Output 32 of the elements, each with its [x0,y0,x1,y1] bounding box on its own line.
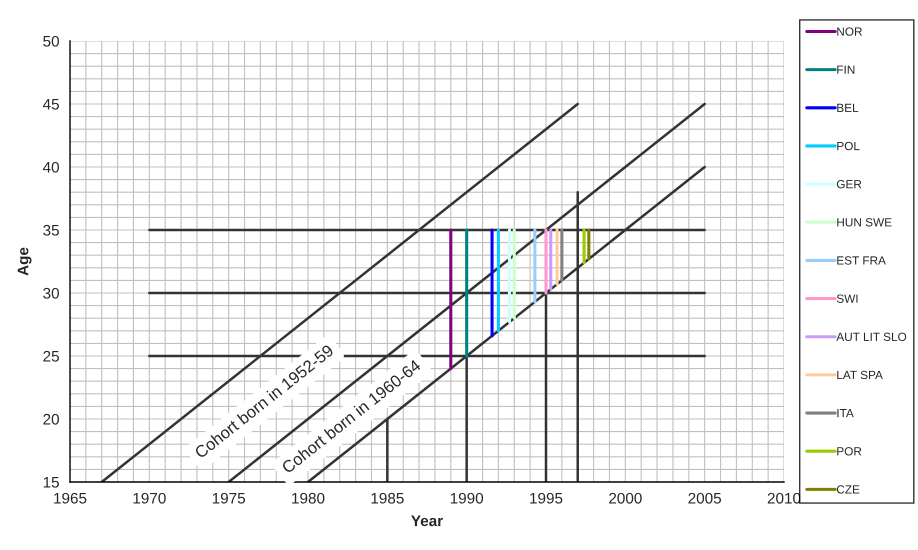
y-tick-label: 40 [42,162,59,173]
x-tick-label: 1980 [292,492,324,504]
legend-label: FIN [837,66,854,74]
x-tick-label: 1995 [530,492,562,504]
legend-label: LAT SPA [837,370,883,380]
x-tick-label: 2005 [688,492,722,504]
x-tick-label: 2000 [609,492,642,504]
y-tick-label: 30 [43,288,59,299]
legend-label: CZE [836,485,860,494]
legend-label: NOR [837,27,862,36]
y-tick-label: 50 [43,36,59,47]
legend-label: ITA [837,409,854,418]
legend-label: GER [836,180,862,188]
x-tick-label: 1970 [134,492,166,504]
legend-label: SWI [836,294,858,303]
legend-label: HUN SWE [837,218,892,227]
x-tick-label: 1985 [372,492,404,504]
y-tick-label: 20 [43,414,59,425]
legend-label: AUT LIT SLO [836,332,906,341]
legend-label: BEL [837,104,858,112]
y-tick-label: 35 [43,224,59,236]
x-axis-title: Year [411,516,443,526]
y-tick-label: 45 [42,99,59,110]
legend-label: POL [837,142,860,150]
y-tick-label: 25 [43,350,59,362]
x-tick-label: 1965 [54,492,86,504]
legend-label: EST FRA [837,256,886,265]
y-axis-title: Age [18,248,32,276]
legend-label: POR [837,447,862,456]
x-tick-label: 1990 [450,492,484,504]
y-tick-label: 15 [44,477,59,488]
x-tick-label: 1975 [212,492,246,504]
